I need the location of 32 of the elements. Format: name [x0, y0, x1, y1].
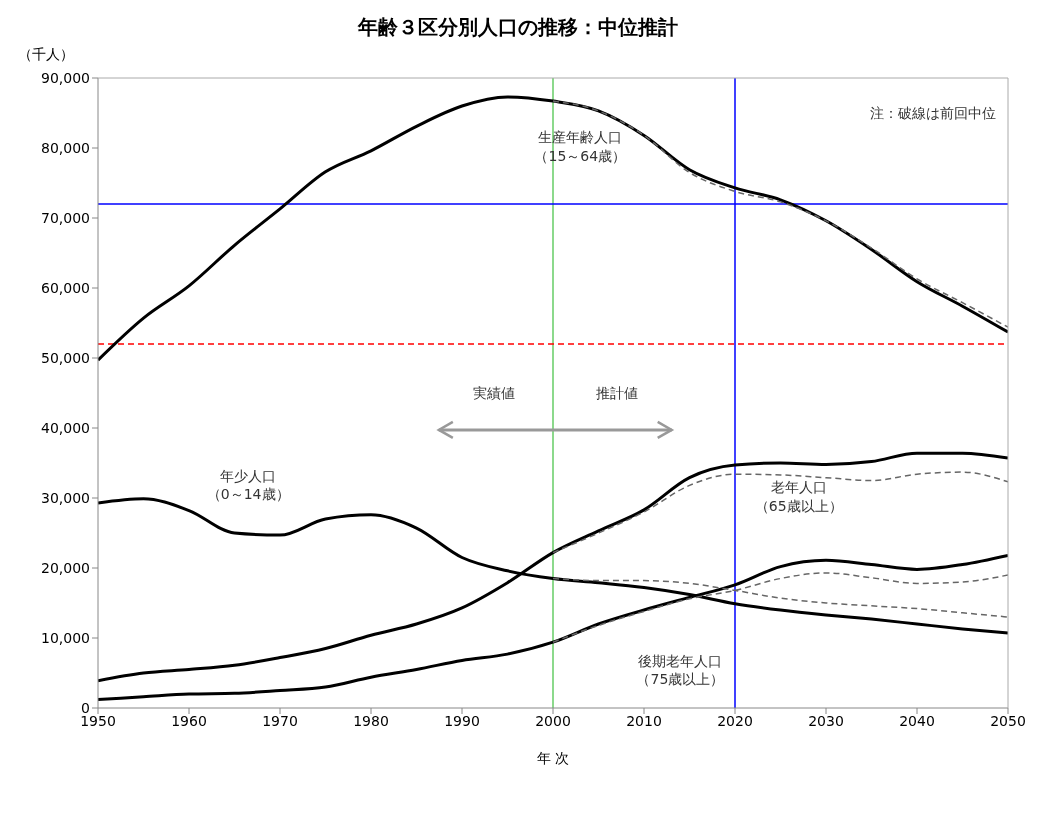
- text: 後期老年人口（75歳以上）: [636, 653, 725, 688]
- x-tick-label: 2040: [899, 712, 935, 729]
- y-tick-label: 20,000: [41, 559, 90, 576]
- chart-title: 年齢３区分別人口の推移：中位推計: [356, 14, 679, 41]
- line-series: [552, 100, 1008, 328]
- y-tick-label: 50,000: [41, 349, 90, 366]
- x-tick-label: 1980: [353, 712, 389, 729]
- series-label: 老年人口（65歳以上）: [754, 479, 843, 514]
- x-tick-label: 1990: [444, 712, 480, 729]
- x-tick-label: 2030: [808, 712, 844, 729]
- y-tick-label: 80,000: [41, 139, 90, 156]
- y-tick-label: 30,000: [41, 489, 90, 506]
- line-series: [552, 471, 1008, 554]
- x-axis-title: 年 次: [535, 750, 571, 768]
- x-tick-label: 1960: [171, 712, 207, 729]
- line-series: [552, 572, 1008, 643]
- x-tick-label: 2000: [535, 712, 571, 729]
- annotation: 実績値: [472, 384, 515, 401]
- y-tick-label: 90,000: [41, 69, 90, 86]
- annotation: 注：破線は前回中位: [870, 105, 996, 121]
- x-tick-label: 1970: [262, 712, 298, 729]
- y-tick-label: 10,000: [41, 629, 90, 646]
- x-tick-label: 2050: [990, 712, 1026, 729]
- series-label: 年少人口（0～14歳）: [206, 467, 290, 502]
- y-tick-label: 40,000: [41, 419, 90, 436]
- x-tick-label: 2010: [626, 712, 662, 729]
- y-tick-label: 70,000: [41, 209, 90, 226]
- series-label: 生産年齢人口（15～64歳）: [534, 129, 627, 164]
- y-tick-label: 60,000: [41, 279, 90, 296]
- annotation: 推計値: [595, 384, 638, 401]
- y-axis-title: （千人）: [18, 46, 74, 64]
- x-tick-label: 2020: [717, 712, 753, 729]
